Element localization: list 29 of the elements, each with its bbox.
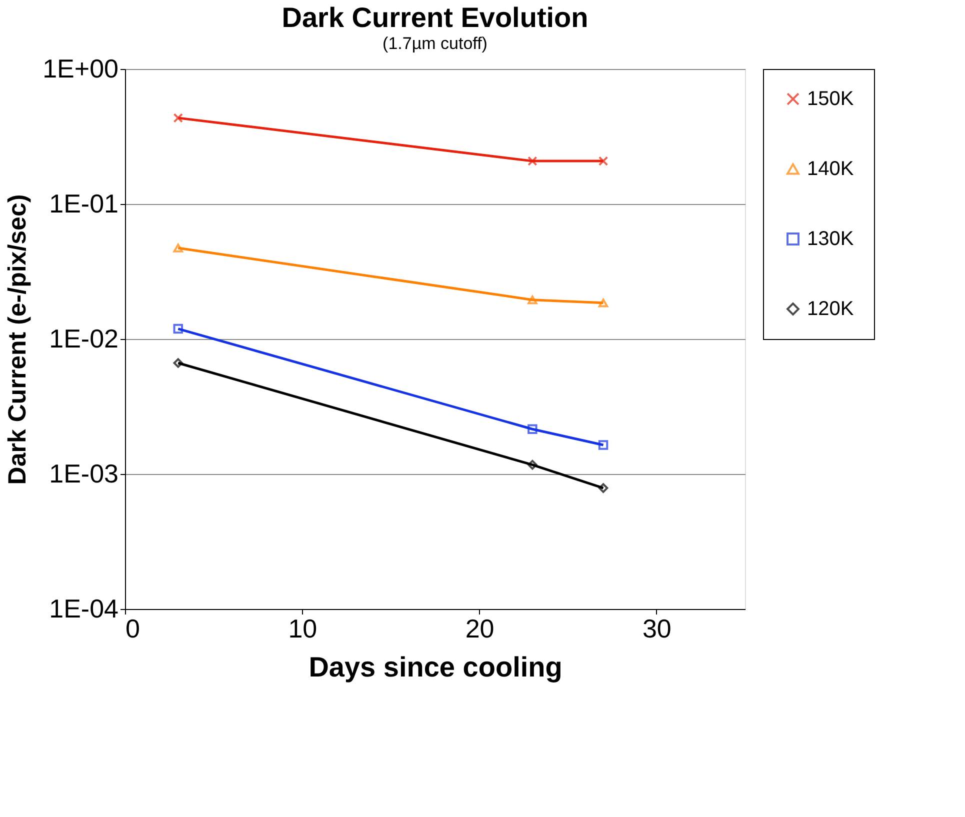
x-tick-label: 20 [465,614,494,644]
legend-label: 140K [807,158,854,180]
point [598,483,608,493]
y-axis-title: Dark Current (e-/pix/sec) [4,194,32,485]
point [598,440,608,450]
legend-label: 130K [807,228,854,250]
y-tick-label: 1E-02 [49,324,118,354]
legend-label: 120K [807,298,854,320]
x-tick-label: 0 [126,614,140,644]
y-tick-label: 1E-03 [49,458,118,488]
legend-label: 150K [807,88,854,110]
point [598,298,608,308]
point [528,295,538,304]
x-tick-label: 10 [288,614,318,644]
y-tick-label: 1E-01 [49,188,118,218]
point [598,156,608,166]
point [173,113,184,123]
point [173,244,184,252]
x-tick-label: 30 [642,614,672,644]
y-tick-label: 1E-04 [49,594,118,624]
point [528,156,538,166]
point [173,358,184,368]
x-axis-title: Days since cooling [308,652,562,682]
chart-title: Dark Current Evolution [282,2,588,33]
point [528,460,538,470]
point [173,324,184,334]
chart-subtitle: (1.7µm cutoff) [382,34,488,53]
y-tick-label: 1E+00 [42,54,118,84]
point [528,424,538,434]
